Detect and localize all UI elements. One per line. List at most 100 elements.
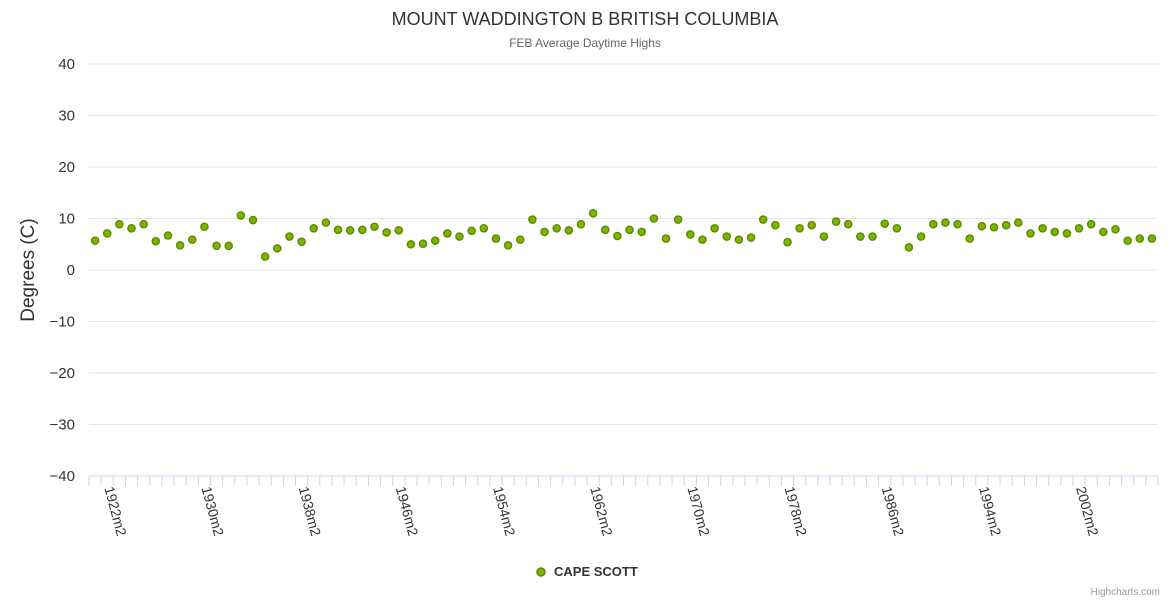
data-point[interactable] [1086, 219, 1096, 229]
data-point[interactable] [236, 211, 246, 220]
data-point[interactable] [722, 232, 732, 241]
data-point[interactable] [989, 222, 999, 232]
x-axis-ticks: 1922m2 1930m2 1938m2 1946m2 1954m2 1962m2 1970… [88, 476, 1159, 538]
data-point[interactable] [1062, 229, 1072, 238]
data-point[interactable] [285, 232, 294, 241]
data-point[interactable] [613, 231, 622, 241]
data-point[interactable] [224, 241, 233, 251]
data-point[interactable] [491, 234, 501, 243]
chart-title: MOUNT WADDINGTON B BRITISH COLUMBIA [392, 9, 779, 29]
data-point[interactable] [588, 209, 598, 218]
data-point[interactable] [892, 223, 902, 233]
data-point[interactable] [746, 233, 756, 242]
data-point[interactable] [479, 223, 489, 233]
data-point[interactable] [1099, 227, 1108, 237]
data-point[interactable] [904, 243, 914, 252]
data-point[interactable] [710, 223, 719, 233]
data-point[interactable] [200, 222, 209, 232]
y-tick-label: −40 [50, 468, 75, 485]
data-point[interactable] [1001, 220, 1011, 230]
data-point[interactable] [345, 226, 355, 235]
data-point[interactable] [248, 215, 258, 225]
data-point[interactable] [795, 223, 804, 233]
data-point[interactable] [637, 227, 647, 237]
data-point[interactable] [370, 222, 379, 232]
data-point[interactable] [418, 239, 428, 249]
data-point[interactable] [1123, 236, 1132, 245]
data-point[interactable] [151, 236, 161, 246]
data-point[interactable] [127, 223, 136, 233]
data-point[interactable] [358, 225, 367, 235]
data-point[interactable] [1135, 234, 1145, 243]
data-point[interactable] [503, 240, 513, 250]
data-point[interactable] [394, 226, 404, 235]
data-point[interactable] [953, 219, 962, 229]
data-point[interactable] [552, 223, 561, 233]
data-point[interactable] [564, 226, 574, 235]
data-point[interactable] [163, 231, 173, 240]
data-point[interactable] [965, 234, 975, 243]
data-point[interactable] [1074, 223, 1084, 233]
x-tick-label: 2002m2 [1073, 485, 1102, 538]
data-point[interactable] [321, 218, 331, 227]
data-point[interactable] [333, 225, 343, 235]
data-point[interactable] [272, 244, 282, 253]
x-tick-label: 1962m2 [587, 485, 616, 538]
data-point[interactable] [297, 237, 306, 246]
data-point[interactable] [819, 232, 829, 241]
data-point[interactable] [90, 236, 100, 245]
data-point[interactable] [880, 219, 889, 228]
legend[interactable]: CAPE SCOTT [536, 564, 638, 579]
data-point[interactable] [856, 232, 865, 241]
data-point[interactable] [212, 241, 221, 251]
data-point[interactable] [661, 234, 671, 243]
data-point[interactable] [175, 240, 185, 250]
grid [89, 63, 1158, 425]
data-point[interactable] [941, 218, 950, 227]
data-point[interactable] [406, 239, 416, 249]
data-point[interactable] [625, 225, 634, 235]
data-point[interactable] [807, 220, 817, 230]
data-point[interactable] [1147, 234, 1157, 243]
data-point[interactable] [734, 235, 744, 244]
data-point[interactable] [758, 215, 768, 224]
data-point[interactable] [771, 220, 780, 230]
data-point[interactable] [260, 252, 270, 261]
data-point[interactable] [1038, 223, 1047, 233]
legend-label[interactable]: CAPE SCOTT [554, 564, 638, 579]
data-point[interactable] [443, 229, 452, 238]
x-tick-label: 1938m2 [296, 485, 325, 538]
data-point[interactable] [1014, 218, 1023, 227]
data-point[interactable] [916, 232, 926, 241]
data-point[interactable] [102, 229, 112, 238]
data-point[interactable] [528, 215, 537, 224]
data-point[interactable] [783, 237, 792, 247]
data-point[interactable] [831, 217, 841, 226]
data-point[interactable] [467, 226, 476, 236]
data-point[interactable] [868, 232, 877, 241]
data-point[interactable] [1026, 229, 1035, 238]
data-point[interactable] [1111, 225, 1120, 234]
data-point[interactable] [928, 219, 938, 229]
data-point[interactable] [698, 235, 707, 244]
data-points [90, 209, 1157, 261]
data-point[interactable] [977, 221, 987, 231]
data-point[interactable] [540, 227, 549, 237]
data-point[interactable] [382, 228, 391, 237]
data-point[interactable] [649, 214, 659, 223]
data-point[interactable] [309, 223, 319, 233]
data-point[interactable] [843, 219, 853, 229]
data-point[interactable] [673, 215, 683, 224]
credits[interactable]: Highcharts.com [1091, 587, 1160, 598]
data-point[interactable] [455, 232, 464, 241]
data-point[interactable] [115, 219, 124, 229]
data-point[interactable] [430, 236, 440, 245]
x-tick-label: 1946m2 [393, 485, 422, 538]
data-point[interactable] [515, 235, 525, 244]
data-point[interactable] [576, 219, 586, 229]
data-point[interactable] [600, 225, 610, 235]
data-point[interactable] [139, 219, 148, 229]
data-point[interactable] [686, 230, 695, 239]
data-point[interactable] [187, 235, 197, 244]
data-point[interactable] [1050, 227, 1060, 237]
